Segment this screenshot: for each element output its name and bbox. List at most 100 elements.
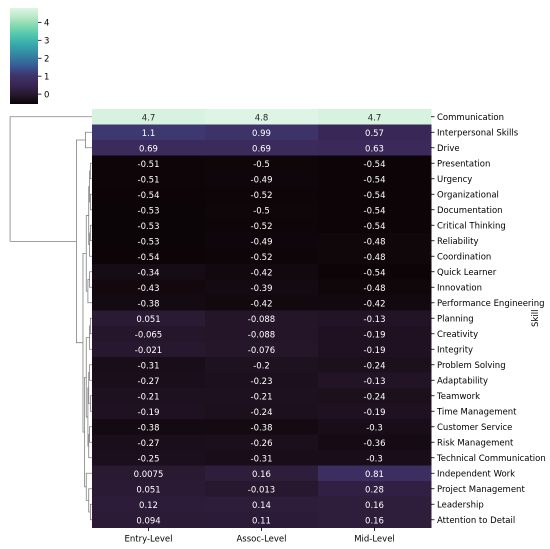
heatmap-cell (318, 155, 432, 172)
heatmap-cell (92, 109, 206, 125)
cell-annotation: -0.52 (251, 222, 273, 232)
heatmap-cell (318, 388, 432, 404)
cell-annotation: 0.16 (365, 501, 384, 511)
heatmap-cell (318, 372, 432, 389)
heatmap-cell (205, 264, 319, 280)
heatmap-cell (205, 465, 319, 482)
heatmap-cell (205, 186, 319, 203)
dendrogram-link (89, 364, 92, 381)
cell-annotation: -0.19 (138, 408, 160, 418)
row-label: Project Management (437, 485, 525, 495)
cell-annotation: -0.3 (366, 423, 383, 433)
cell-annotation: -0.51 (138, 175, 160, 185)
cell-annotation: 0.12 (139, 501, 158, 511)
row-label: Documentation (437, 206, 503, 216)
dendrogram-link (89, 426, 92, 443)
dendrogram-link (89, 224, 92, 242)
heatmap-cell (318, 403, 432, 420)
cell-annotation: -0.49 (251, 237, 273, 247)
colorbar-gradient (10, 8, 38, 104)
cell-annotation: -0.42 (251, 268, 273, 278)
heatmap-cell (92, 326, 206, 342)
heatmap-cell (205, 202, 319, 218)
cell-annotation: -0.48 (364, 237, 386, 247)
heatmap-cell (205, 155, 319, 172)
cell-annotation: 0.28 (365, 485, 384, 495)
cell-annotation: -0.23 (251, 377, 273, 387)
heatmap-cell (92, 217, 206, 234)
heatmap-cell (205, 326, 319, 342)
heatmap-cell (318, 140, 432, 156)
cell-annotation: -0.54 (364, 222, 386, 232)
cell-annotation: -0.51 (138, 160, 160, 170)
heatmap-cell (205, 419, 319, 435)
cell-annotation: 0.69 (252, 144, 271, 154)
cell-annotation: -0.42 (251, 299, 273, 309)
cell-annotation: -0.21 (251, 392, 273, 402)
dendrogram-link (88, 434, 92, 459)
colorbar-tick-label: 1 (44, 72, 49, 82)
heatmap-cell (205, 434, 319, 451)
column-label: Mid-Level (354, 535, 395, 545)
colorbar-tick-label: 2 (44, 54, 49, 64)
row-label: Independent Work (437, 470, 515, 480)
cell-annotation: 4.8 (255, 113, 269, 123)
dendrogram-link (87, 387, 89, 447)
cell-annotation: -0.19 (364, 330, 386, 340)
cell-annotation: 1.1 (142, 129, 156, 139)
dendrogram-link (85, 215, 89, 292)
dendrogram-link (84, 376, 87, 488)
heatmap-cell (205, 357, 319, 373)
heatmap-cell (92, 310, 206, 327)
cell-annotation: -0.13 (364, 377, 386, 387)
heatmap-cell (92, 279, 206, 296)
heatmap-cell (92, 171, 206, 187)
dendrogram-link (85, 472, 92, 501)
row-label: Organizational (437, 191, 499, 201)
dendrogram-link (88, 186, 90, 246)
cell-annotation: -0.21 (138, 392, 160, 402)
row-label: Teamwork (436, 392, 480, 402)
cell-annotation: -0.38 (138, 299, 160, 309)
column-label: Assoc-Level (236, 535, 286, 545)
column-label: Entry-Level (125, 535, 173, 545)
row-label: Quick Learner (437, 268, 497, 278)
row-label: Reliability (437, 237, 479, 247)
heatmap-cell (92, 357, 206, 373)
colorbar-tick-label: 4 (44, 19, 49, 29)
cell-annotation: -0.53 (138, 206, 160, 216)
row-label: Technical Communication (436, 454, 546, 464)
heatmap-cell (92, 434, 206, 451)
heatmap-cell (92, 403, 206, 420)
dendrogram-link (89, 193, 92, 211)
heatmap-cell (318, 419, 432, 435)
dendrogram-link (85, 131, 92, 149)
row-label: Drive (437, 144, 460, 154)
cell-annotation: 0.16 (252, 470, 271, 480)
heatmap-cell (205, 403, 319, 420)
cell-annotation: -0.27 (138, 377, 160, 387)
cell-annotation: -0.088 (248, 315, 275, 325)
heatmap-cell (318, 171, 432, 187)
row-label: Creativity (437, 330, 478, 340)
cell-annotation: -0.34 (138, 268, 160, 278)
dendrogram-link (76, 139, 86, 344)
heatmap-cell (92, 465, 206, 482)
heatmap-cell (92, 264, 206, 280)
cell-annotation: 0.16 (365, 516, 384, 526)
cell-annotation: -0.25 (138, 454, 160, 464)
cell-annotation: -0.48 (364, 284, 386, 294)
heatmap-cell (92, 202, 206, 218)
cell-annotation: -0.54 (364, 175, 386, 185)
cell-annotation: -0.19 (364, 408, 386, 418)
heatmap-cell (92, 186, 206, 203)
row-label: Interpersonal Skills (437, 129, 519, 139)
row-label: Adaptability (437, 377, 488, 387)
heatmap-cell (205, 109, 319, 125)
heatmap-cell (92, 140, 206, 156)
dendrogram-link (89, 325, 92, 350)
cell-annotation: -0.49 (251, 175, 273, 185)
heatmap-cell (92, 388, 206, 404)
cell-annotation: -0.54 (364, 268, 386, 278)
heatmap-cell (92, 481, 206, 497)
